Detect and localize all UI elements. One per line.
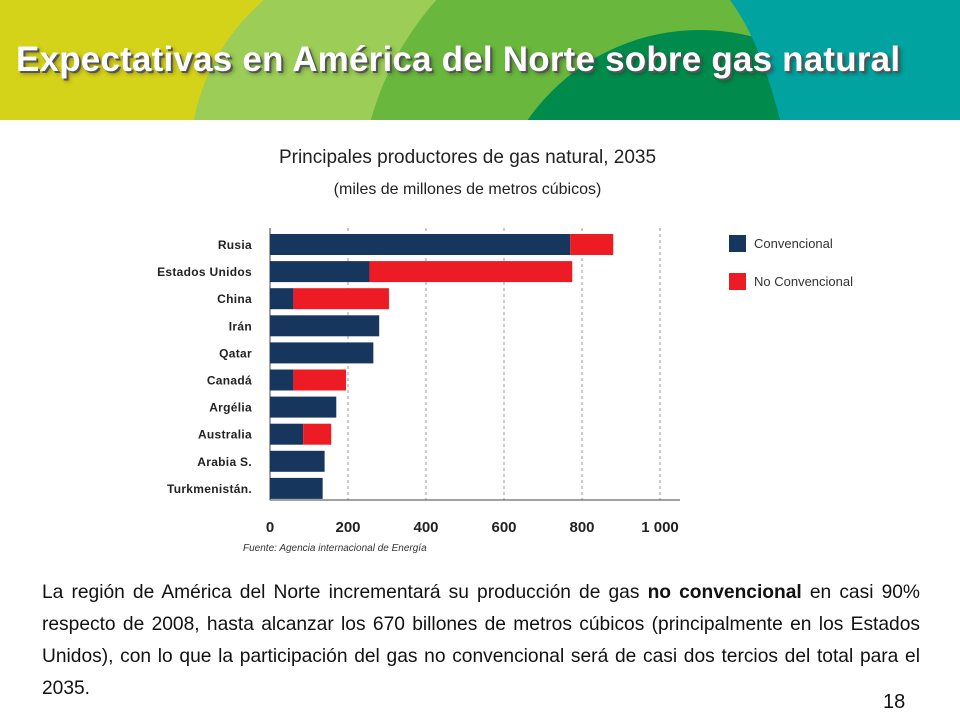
category-label: Qatar bbox=[219, 346, 252, 360]
banner-band-teal bbox=[730, 0, 960, 120]
category-label: Argélia bbox=[209, 401, 252, 415]
bar-segment bbox=[293, 369, 347, 391]
x-tick-label: 0 bbox=[266, 519, 274, 536]
category-label: Rusia bbox=[218, 238, 252, 252]
slide-title: Expectativas en América del Norte sobre … bbox=[16, 40, 901, 79]
legend-item-no-convencional: No Convencional bbox=[729, 273, 853, 290]
bar-segment bbox=[303, 423, 332, 445]
bar-segment bbox=[270, 369, 294, 391]
banner-graphic bbox=[0, 0, 960, 120]
x-tick-label: 1 000 bbox=[641, 519, 679, 536]
title-banner bbox=[0, 0, 960, 120]
page-number: 18 bbox=[883, 691, 906, 713]
bar-segment bbox=[270, 288, 294, 310]
bar-segment bbox=[270, 477, 323, 499]
bar-segment bbox=[270, 234, 571, 255]
category-label: Arabia S. bbox=[197, 455, 252, 469]
category-label: Turkmenistán. bbox=[167, 482, 252, 496]
legend-swatch-convencional bbox=[729, 235, 746, 252]
bar-segment bbox=[369, 261, 573, 283]
body-text-emphasis: no convencional bbox=[647, 582, 802, 603]
bar-chart: Rusia Estados Unidos China Irán Qatar Canadá A… bbox=[157, 228, 680, 536]
chart-title: Principales productores de gas natural, … bbox=[278, 147, 657, 168]
x-tick-label: 800 bbox=[569, 519, 594, 536]
x-tick-label: 600 bbox=[491, 519, 516, 536]
bar-segment bbox=[270, 315, 380, 337]
bar-segment bbox=[270, 342, 374, 364]
chart-subtitle: (miles de millones de metros cúbicos) bbox=[333, 181, 602, 198]
body-text-start: La región de América del Norte increment… bbox=[42, 582, 648, 603]
x-tick-label: 400 bbox=[413, 519, 438, 536]
x-tick-label: 200 bbox=[335, 519, 360, 536]
bar-segment bbox=[293, 288, 389, 310]
category-label: Estados Unidos bbox=[157, 265, 252, 279]
category-label: Australia bbox=[198, 428, 252, 442]
legend-label-no-convencional: No Convencional bbox=[754, 274, 854, 289]
body-text-end: en casi 90% respecto de 2008, hasta alca… bbox=[42, 582, 920, 699]
chart-source-note: Fuente: Agencia internacional de Energía bbox=[243, 543, 427, 554]
legend-swatch-no-convencional bbox=[729, 273, 746, 290]
body-paragraph: La región de América del Norte increment… bbox=[42, 577, 920, 705]
legend-label-convencional: Convencional bbox=[754, 236, 833, 251]
bar-segment bbox=[270, 396, 337, 418]
category-label: Canadá bbox=[207, 374, 252, 388]
bar-segment bbox=[270, 261, 370, 283]
bar-segment bbox=[570, 234, 614, 255]
category-label: China bbox=[217, 292, 252, 306]
bar-segment bbox=[270, 423, 304, 445]
category-label: Irán bbox=[229, 319, 252, 333]
legend-item-convencional: Convencional bbox=[729, 235, 833, 252]
bar-segment bbox=[270, 450, 325, 472]
